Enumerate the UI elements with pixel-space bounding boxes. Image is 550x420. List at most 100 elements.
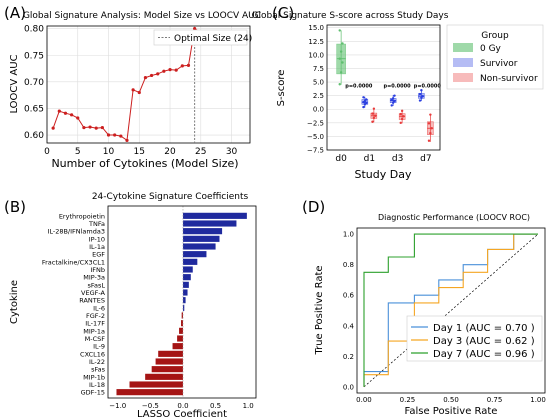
chart-c-point <box>363 99 367 103</box>
chart-a-xtick-label: 30 <box>226 147 238 157</box>
chart-d-ytick-label: 0.2 <box>343 353 354 361</box>
chart-c-ylabel: S-score <box>276 70 287 107</box>
chart-c-ytick-label: −7.5 <box>307 147 324 155</box>
chart-b-ytick-label: IL-6 <box>93 304 105 312</box>
chart-b-bar <box>129 381 183 388</box>
chart-b-bar <box>182 228 223 235</box>
chart-d-xtick-label: 0.25 <box>400 396 416 404</box>
chart-b-xtick-label: −1.0 <box>109 402 126 410</box>
chart-a-plot-area <box>46 25 251 144</box>
chart-c-point <box>341 42 344 45</box>
chart-b-xtick-label: −0.5 <box>142 402 159 410</box>
chart-c-point <box>339 71 343 74</box>
chart-d-xtick-label: 0.75 <box>487 396 503 404</box>
chart-c-point <box>391 101 395 104</box>
chart-a-series-line <box>52 27 238 142</box>
chart-c-point <box>399 121 402 125</box>
chart-c-ytick-label: 7.5 <box>313 65 324 73</box>
chart-a-point <box>156 72 160 76</box>
chart-d-ytick-label: 0.0 <box>343 383 354 391</box>
chart-b-bar <box>155 358 183 365</box>
chart-d-marks <box>363 233 539 388</box>
chart-a-point <box>119 134 123 138</box>
chart-a-ytick-label: 0.60 <box>24 131 44 141</box>
chart-c-ytick-label: −5.0 <box>307 133 324 141</box>
chart-c-point <box>338 57 341 60</box>
chart-d-xtick-label: 1.00 <box>530 396 546 404</box>
chart-c-point <box>420 89 423 92</box>
chart-c-legend-label-nonsurvivor: Non-survivor <box>480 74 538 84</box>
chart-b-ticks: ErythropoietinTNFaIL-28B/IFNlamda3IP-10I… <box>42 212 254 410</box>
chart-c: Global Signature S-score across Study Da… <box>252 11 544 181</box>
chart-c-ytick-label: 2.5 <box>313 92 324 100</box>
chart-c-point <box>390 98 393 102</box>
chart-a-point <box>180 64 184 68</box>
chart-d-ytick-label: 0.6 <box>343 292 355 300</box>
chart-c-point <box>427 139 431 142</box>
chart-c-point <box>339 50 343 53</box>
chart-b-ytick-label: IL-22 <box>89 358 105 366</box>
chart-d-ytick-label: 0.8 <box>343 261 354 269</box>
chart-a-point <box>174 68 178 72</box>
chart-a-legend-label: Optimal Size (24) <box>174 34 252 44</box>
chart-a-point <box>57 109 61 113</box>
chart-c-pvalue: p=0.0000 <box>384 84 412 90</box>
chart-b-bar <box>182 281 189 288</box>
chart-b-bar <box>151 366 183 373</box>
chart-b-ytick-label: Erythropoietin <box>59 212 105 220</box>
chart-a-point <box>76 116 80 120</box>
chart-d-legend: Day 1 (AUC = 0.70 ) Day 3 (AUC = 0.62 ) … <box>406 315 543 362</box>
chart-a-point <box>94 126 98 130</box>
chart-b-bar <box>182 297 186 304</box>
chart-b-ytick-label: IL-1a <box>89 243 105 251</box>
chart-d-roc-curve <box>363 233 538 387</box>
chart-a-ticks: 0 5 10 15 20 25 30 0.60 0.65 0.70 0.75 0.80 <box>24 25 238 157</box>
chart-d-ytick-label: 0.4 <box>343 322 355 330</box>
chart-a-xtick-label: 10 <box>103 147 115 157</box>
chart-b-ytick-label: IP-10 <box>89 235 105 243</box>
chart-c-legend-swatch-nonsurvivor <box>453 73 473 82</box>
chart-a-point <box>125 138 129 142</box>
chart-b-ytick-label: sFas <box>91 366 106 374</box>
chart-a-legend-box <box>153 29 248 46</box>
chart-c-pvalue: p=0.0000 <box>345 84 373 90</box>
chart-c-xtick-label: d1 <box>364 154 375 164</box>
chart-d-ytick-label: 1.0 <box>343 231 354 239</box>
chart-b-bar <box>182 289 188 296</box>
chart-c-point <box>338 29 341 32</box>
chart-b-bar <box>182 258 198 265</box>
chart-a-point <box>106 133 111 137</box>
chart-b-ytick-label: IFNb <box>90 266 105 274</box>
chart-c-ticks: −7.5 −5.0 −2.5 0.0 2.5 5.0 7.5 10.0 12.5 15.0 d0 d1… <box>307 24 432 164</box>
chart-d-roc-curve <box>363 233 538 387</box>
chart-d-legend-label-day3: Day 3 (AUC = 0.62 ) <box>433 336 535 347</box>
chart-c-ytick-label: 15.0 <box>308 24 324 32</box>
chart-c-point <box>374 114 377 117</box>
chart-b-bar <box>182 304 185 311</box>
chart-a-point <box>131 88 135 92</box>
chart-c-point <box>393 99 396 103</box>
chart-b-bar <box>179 327 183 334</box>
chart-c-xtick-label: d0 <box>335 154 347 164</box>
chart-b-ytick-label: EGF <box>92 251 105 259</box>
chart-b-bar <box>181 320 183 327</box>
chart-d-plot-area <box>356 227 546 394</box>
chart-c-legend-title: Group <box>481 31 509 41</box>
chart-c-point <box>371 120 374 123</box>
chart-b-ytick-label: TNFa <box>88 220 105 228</box>
chart-c-point <box>362 96 365 99</box>
chart-b-ytick-label: GDF-15 <box>81 389 105 397</box>
chart-a-point <box>193 27 197 31</box>
chart-b-ytick-label: RANTES <box>79 297 105 305</box>
chart-c-title: Global Signature S-score across Study Da… <box>252 11 449 21</box>
chart-a-ytick-label: 0.70 <box>24 78 44 88</box>
chart-b-ytick-label: sFasL <box>87 281 105 289</box>
chart-a-xtick-label: 0 <box>44 147 50 157</box>
panel-a-letter: (A) <box>4 4 26 22</box>
chart-c-point <box>341 61 344 64</box>
chart-b-ytick-label: IL-17F <box>85 320 105 328</box>
chart-a-point <box>82 125 86 130</box>
chart-a-point <box>51 126 55 130</box>
chart-c-legend-label-0gy: 0 Gy <box>480 44 502 54</box>
chart-b-ytick-label: CXCL16 <box>80 350 105 358</box>
